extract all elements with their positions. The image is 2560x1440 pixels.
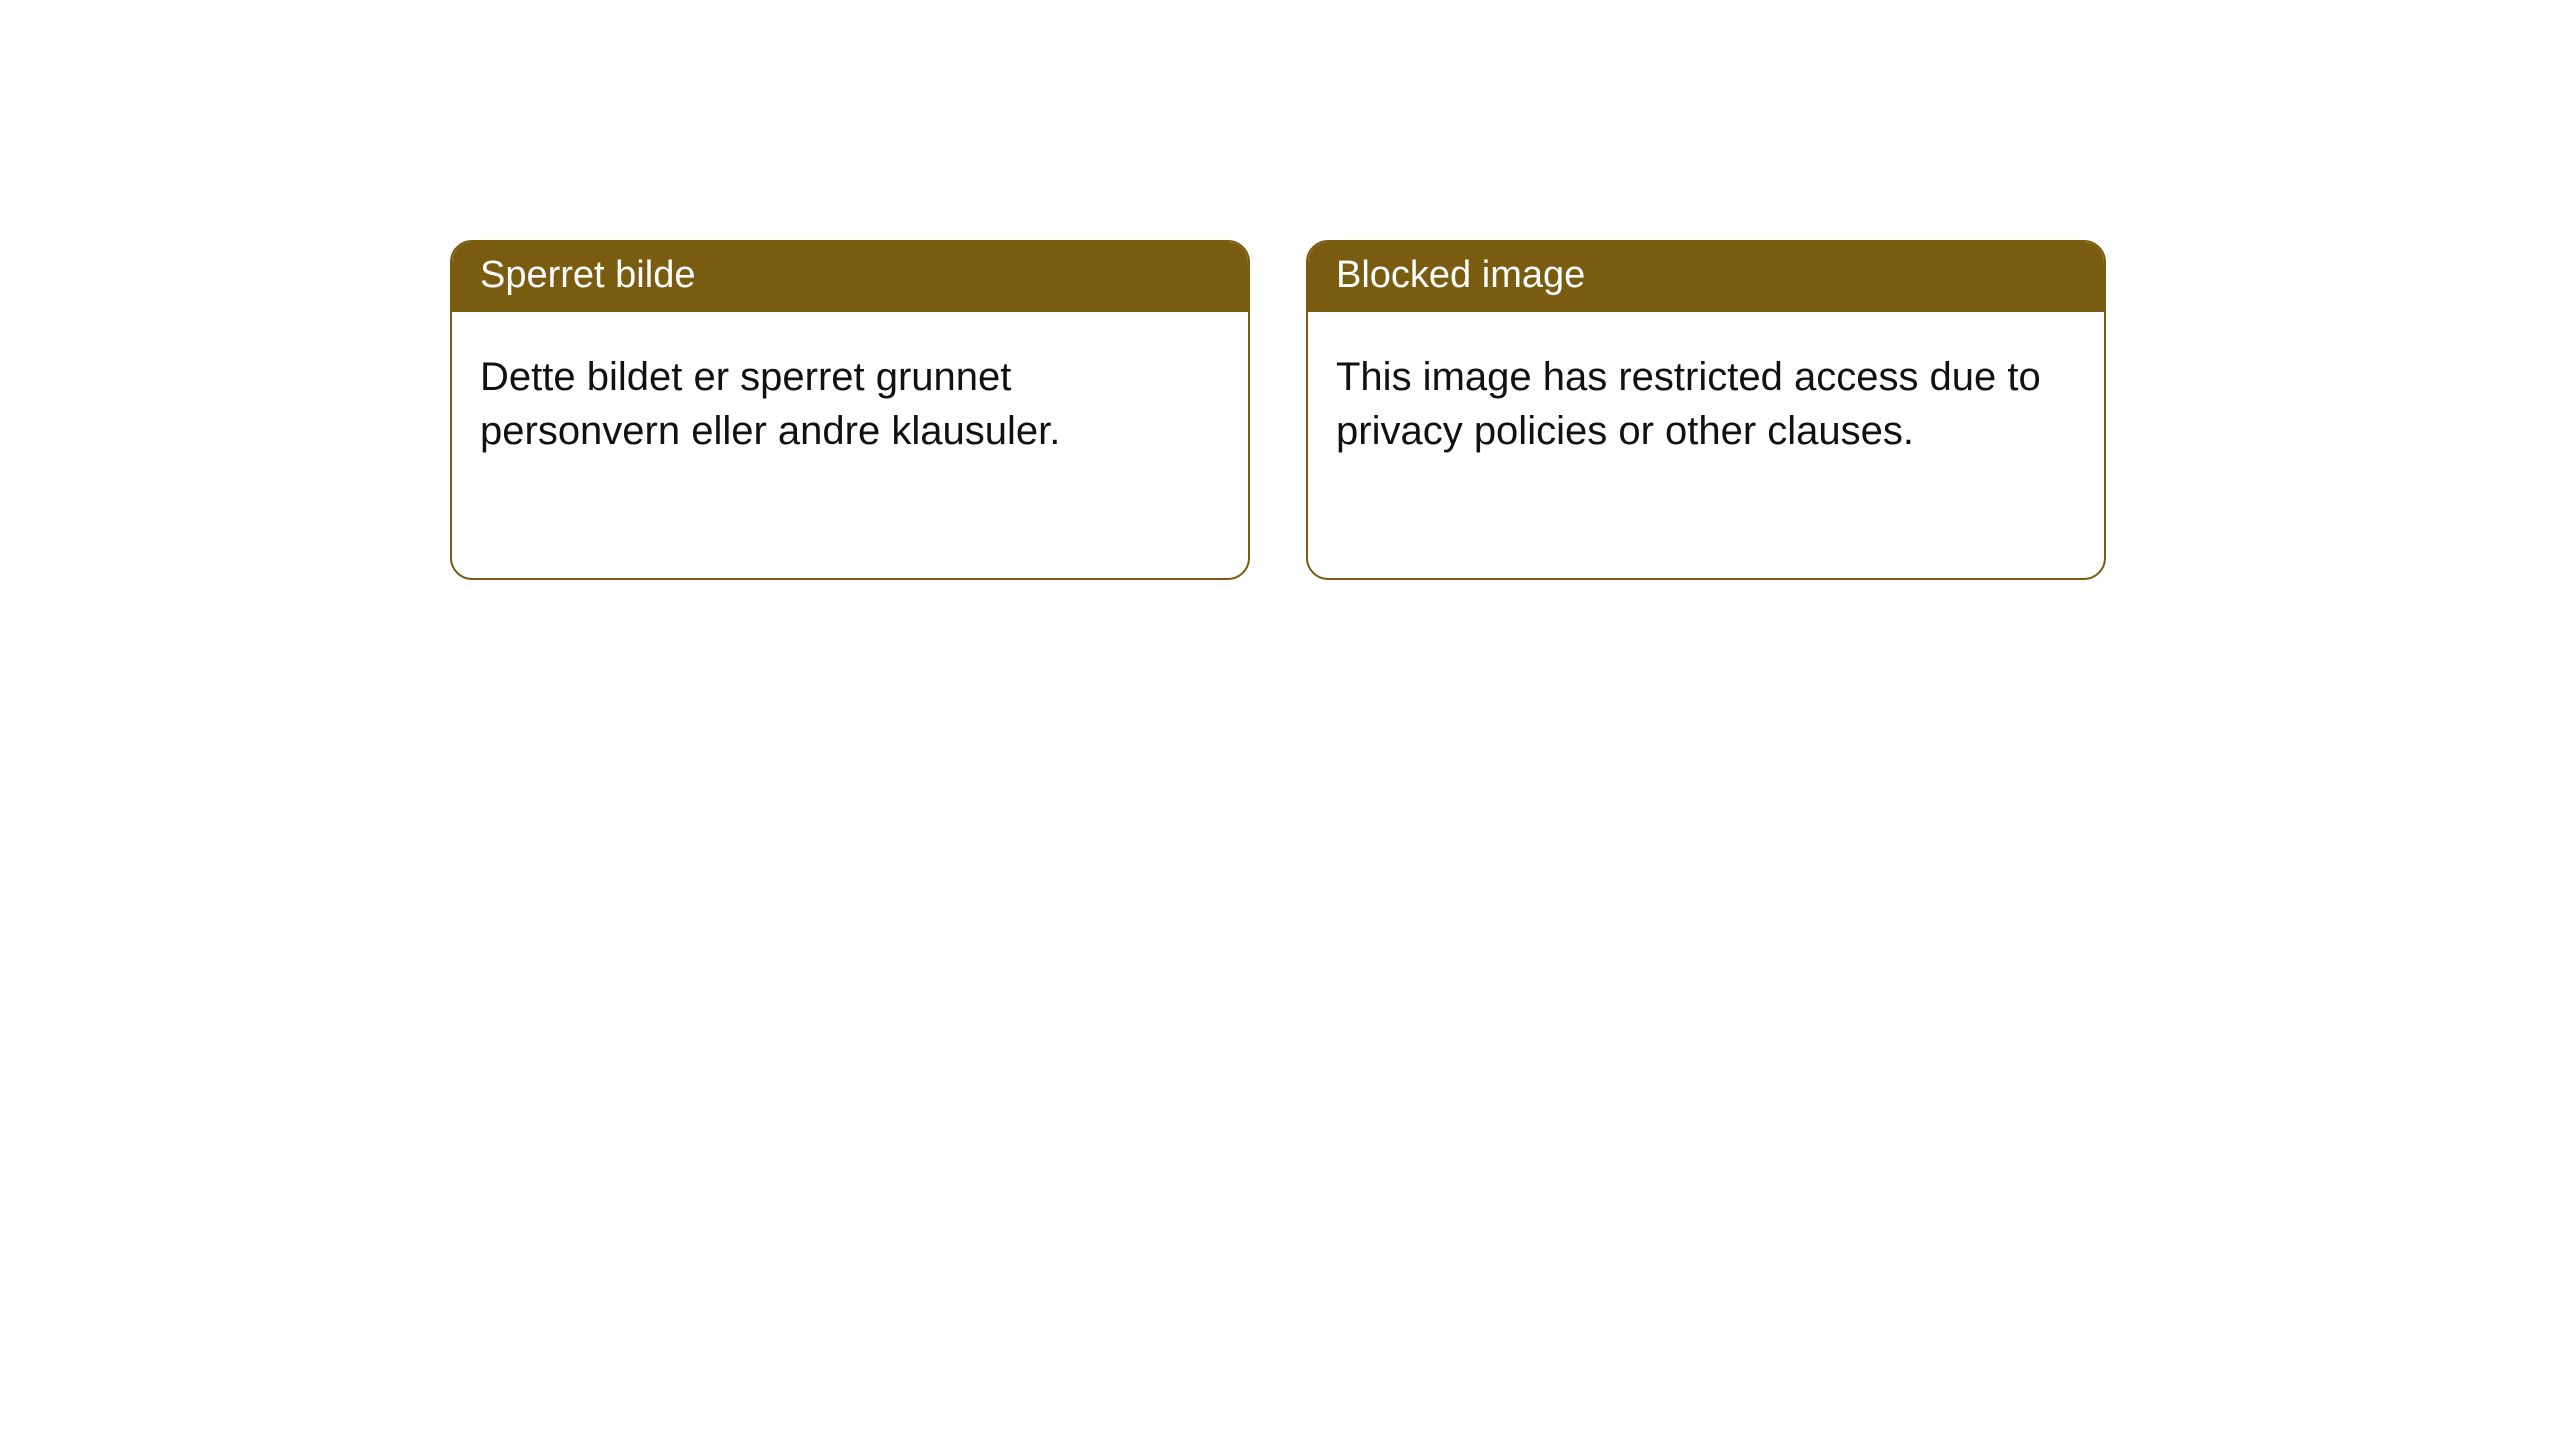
notice-row: Sperret bilde Dette bildet er sperret gr… — [0, 0, 2560, 580]
notice-card-1: Sperret bilde Dette bildet er sperret gr… — [450, 240, 1250, 580]
notice-card-1-body: Dette bildet er sperret grunnet personve… — [452, 312, 1248, 486]
notice-card-1-title: Sperret bilde — [452, 242, 1248, 312]
notice-card-2-body: This image has restricted access due to … — [1308, 312, 2104, 486]
notice-card-2: Blocked image This image has restricted … — [1306, 240, 2106, 580]
notice-card-2-title: Blocked image — [1308, 242, 2104, 312]
